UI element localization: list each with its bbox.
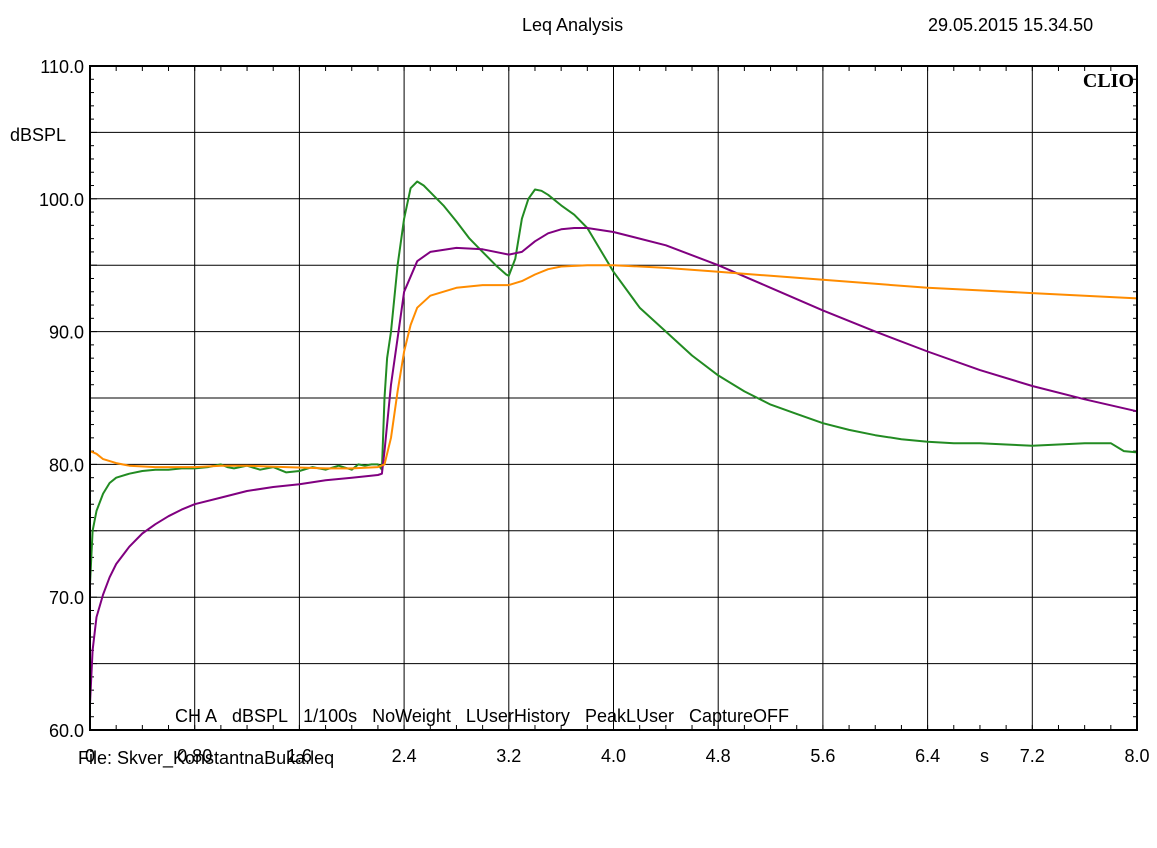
settings-channel: CH A — [175, 706, 218, 726]
y-tick-label: 90.0 — [49, 323, 84, 343]
grid — [90, 66, 1137, 730]
chart-title: Leq Analysis — [522, 15, 624, 35]
x-tick-label: 3.2 — [496, 746, 521, 766]
series-line-purple — [89, 227, 1138, 704]
x-tick-label: 2.4 — [392, 746, 417, 766]
timestamp: 29.05.2015 15.34.50 — [928, 15, 1094, 35]
settings-unit: dBSPL — [232, 706, 289, 726]
x-tick-label: 8.0 — [1124, 746, 1149, 766]
x-tick-label: 4.8 — [706, 746, 731, 766]
x-tick-label: 5.6 — [810, 746, 835, 766]
settings-rate: 1/100s — [303, 706, 358, 726]
x-tick-label: 1.6 — [287, 746, 312, 766]
x-tick-labels: 0 0.80 1.6 2.4 3.2 4.0 4.8 5.6 6.4 7.2 8.0 — [85, 746, 1150, 766]
x-tick-label: 6.4 — [915, 746, 940, 766]
settings-capture: CaptureOFF — [689, 706, 790, 726]
series-group — [89, 180, 1138, 704]
x-tick-label: 7.2 — [1020, 746, 1045, 766]
x-axis-label: s — [980, 746, 989, 766]
y-tick-labels: 60.0 70.0 80.0 90.0 100.0 110.0 — [39, 57, 84, 741]
x-tick-label: 4.0 — [601, 746, 626, 766]
y-tick-label: 100.0 — [39, 190, 84, 210]
y-tick-label: 110.0 — [40, 57, 84, 77]
x-tick-label: 0 — [85, 746, 95, 766]
settings-weight: NoWeight — [372, 706, 451, 726]
file-name: File: Skver_KonstantnaBuka.leq — [78, 748, 335, 768]
y-tick-label: 60.0 — [49, 721, 84, 741]
settings-peak: PeakLUser — [584, 706, 674, 726]
y-axis-label: dBSPL — [10, 125, 66, 145]
series-line-orange — [89, 264, 1138, 470]
y-tick-label: 70.0 — [49, 588, 84, 608]
settings-history: LUserHistory — [465, 706, 570, 726]
clio-logo: CLIO — [1083, 70, 1134, 92]
plot-frame — [89, 65, 1138, 731]
settings-line: CH A dBSPL 1/100s NoWeight LUserHistory … — [175, 706, 789, 727]
x-tick-label: 0.80 — [177, 746, 212, 766]
y-tick-label: 80.0 — [49, 455, 84, 475]
